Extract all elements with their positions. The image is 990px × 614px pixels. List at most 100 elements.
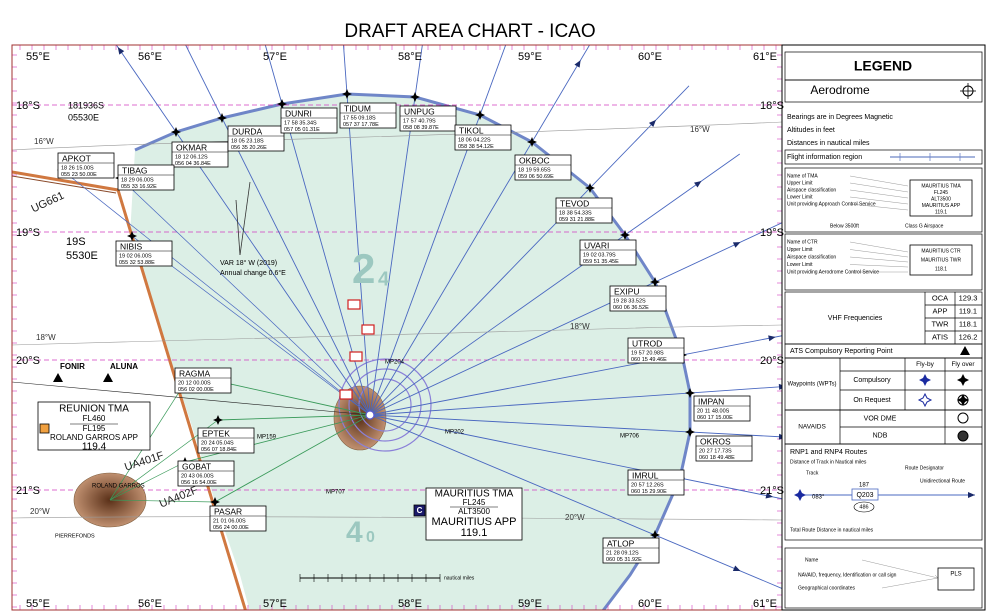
variation-note: VAR 18° W (2019) bbox=[220, 259, 277, 267]
waypoint-coordinate: 19 57 20.98S bbox=[631, 350, 664, 356]
frequency-label: TWR bbox=[931, 319, 949, 328]
legend-text: Airspace classification bbox=[787, 254, 836, 260]
legend-note: Bearings are in Degrees Magnetic bbox=[787, 114, 893, 121]
legend-text: 083° bbox=[812, 495, 825, 501]
legend-text: Lower Limit bbox=[787, 194, 813, 200]
waypoint-name: TIDUM bbox=[344, 103, 371, 113]
waypoint-coordinate: 20 43 06.00S bbox=[181, 473, 214, 479]
route-designator: MP202 bbox=[445, 430, 465, 436]
legend-text: Waypoints (WPTs) bbox=[787, 382, 836, 388]
legend-text: Geographical coordinates bbox=[798, 585, 855, 591]
longitude-label: 58°E bbox=[398, 598, 422, 610]
waypoint-name: IMRUL bbox=[632, 470, 659, 480]
waypoint-coordinate: 18 38 54.33S bbox=[559, 210, 592, 216]
isogonic-label: 18°W bbox=[36, 333, 56, 342]
legend-sample: ALT3500 bbox=[931, 196, 951, 202]
longitude-label: 60°E bbox=[638, 598, 662, 610]
frequency-value: 118.1 bbox=[959, 319, 977, 328]
waypoint-name: TIKOL bbox=[459, 125, 484, 135]
isogonic-label: 20°W bbox=[30, 507, 50, 516]
waypoint-coordinate: 060 17 15.00E bbox=[697, 415, 733, 421]
latitude-label: 19°S bbox=[760, 227, 784, 239]
sector-altitude: 4 bbox=[378, 268, 390, 290]
chart-title: DRAFT AREA CHART - ICAO bbox=[344, 21, 595, 42]
legend-text: Upper Limit bbox=[787, 180, 813, 186]
waypoint-coordinate: 20 11 48.00S bbox=[697, 408, 730, 414]
waypoint-coordinate: 18 12 06.12S bbox=[175, 154, 208, 160]
waypoint-coordinate: 060 06 36.52E bbox=[613, 305, 649, 311]
waypoint-coordinate: 19 02 06.00S bbox=[119, 253, 152, 259]
isogonic-label: 16°W bbox=[34, 137, 54, 146]
legend-sample: FL245 bbox=[934, 190, 948, 196]
latitude-label: 20°S bbox=[760, 355, 784, 367]
waypoint-name: DURDA bbox=[232, 126, 263, 136]
waypoint-coordinate: 18 06 04.22S bbox=[458, 137, 491, 143]
longitude-label: 55°E bbox=[26, 598, 50, 610]
route-designator: MP706 bbox=[620, 434, 640, 440]
waypoint-coordinate: 059 51 35.45E bbox=[583, 259, 619, 265]
legend-sample: MAURITIUS TWR bbox=[921, 257, 962, 263]
legend-row: VOR DME bbox=[864, 415, 897, 422]
waypoint-coordinate: 056 24 00.00E bbox=[213, 525, 249, 531]
waypoint-coordinate: 21 01 06.00S bbox=[213, 518, 246, 524]
legend-text: Unidirectional Route bbox=[920, 478, 965, 484]
sector-altitude: 0 bbox=[366, 529, 375, 546]
waypoint-name: ATLOP bbox=[607, 538, 635, 548]
waypoint-coordinate: 20 57 12.26S bbox=[631, 482, 664, 488]
legend-sample: MAURITIUS CTR bbox=[921, 248, 961, 254]
longitude-label: 58°E bbox=[398, 51, 422, 63]
waypoint-coordinate: 056 04 36.84E bbox=[175, 161, 211, 167]
waypoint-name: TEVOD bbox=[560, 198, 589, 208]
longitude-label: 57°E bbox=[263, 598, 287, 610]
aerodrome-symbol bbox=[350, 352, 362, 361]
route-designator: MP204 bbox=[385, 360, 405, 366]
waypoint-coordinate: 19 02 03.79S bbox=[583, 252, 616, 258]
latitude-label: 18°S bbox=[16, 100, 40, 112]
aerodrome-symbol bbox=[348, 300, 360, 309]
waypoint-name: UNPUG bbox=[404, 106, 435, 116]
waypoint-coordinate: 058 08 39.87E bbox=[403, 125, 439, 131]
longitude-label: 59°E bbox=[518, 598, 542, 610]
aerodrome-symbol bbox=[340, 390, 352, 399]
fir-point: 19S bbox=[66, 236, 86, 248]
legend-sample: 118.1 bbox=[935, 266, 947, 272]
legend-text: ATS Compulsory Reporting Point bbox=[790, 348, 893, 355]
vor-symbol bbox=[958, 413, 968, 423]
frequency-value: 126.2 bbox=[959, 332, 978, 341]
legend-text: NAVAID, frequency, Identification or cal… bbox=[798, 572, 897, 578]
legend-text: Route Designator bbox=[905, 465, 944, 471]
legend-text: 486 bbox=[859, 504, 868, 510]
waypoint-coordinate: 18 26 15.00S bbox=[61, 165, 94, 171]
waypoint-coordinate: 058 38 54.12E bbox=[458, 144, 494, 150]
legend-text: Q203 bbox=[856, 492, 873, 499]
waypoint-coordinate: 057 37 17.78E bbox=[343, 122, 379, 128]
legend-text: Name of TMA bbox=[787, 173, 818, 179]
route-designator: MP159 bbox=[257, 435, 277, 441]
airspace-class bbox=[40, 424, 49, 433]
legend-text: Name bbox=[805, 557, 819, 563]
legend-text: Track bbox=[806, 470, 819, 476]
isogonic-label: 16°W bbox=[690, 125, 710, 134]
tma-limit: FL195 bbox=[83, 424, 106, 433]
legend-row: On Request bbox=[853, 397, 890, 404]
ndb-symbol bbox=[958, 431, 968, 441]
legend-text: Unit providing Approach Control Service bbox=[787, 201, 876, 207]
fir-point: 181936S bbox=[68, 100, 104, 110]
waypoint-name: APKOT bbox=[62, 153, 91, 163]
longitude-label: 56°E bbox=[138, 51, 162, 63]
legend-aerodrome: Aerodrome bbox=[810, 83, 870, 97]
legend-text: Flight information region bbox=[787, 154, 862, 161]
tma-limit: FL245 bbox=[463, 498, 486, 507]
waypoint-coordinate: 17 55 09.18S bbox=[343, 115, 376, 121]
legend-text: Unit providing Aerodrome Control Service bbox=[787, 269, 879, 275]
waypoint-coordinate: 055 33 16.92E bbox=[121, 184, 157, 190]
longitude-label: 56°E bbox=[138, 598, 162, 610]
legend-row: NDB bbox=[873, 432, 888, 439]
tma-frequency: 119.4 bbox=[82, 442, 107, 453]
waypoint-name: RAGMA bbox=[179, 368, 211, 378]
longitude-label: 61°E bbox=[753, 598, 777, 610]
waypoint-coordinate: 20 27 17.73S bbox=[699, 448, 732, 454]
legend-text: Below 3500ft bbox=[830, 223, 860, 229]
waypoint-coordinate: 056 35 20.26E bbox=[231, 145, 267, 151]
legend-title: LEGEND bbox=[854, 58, 912, 74]
